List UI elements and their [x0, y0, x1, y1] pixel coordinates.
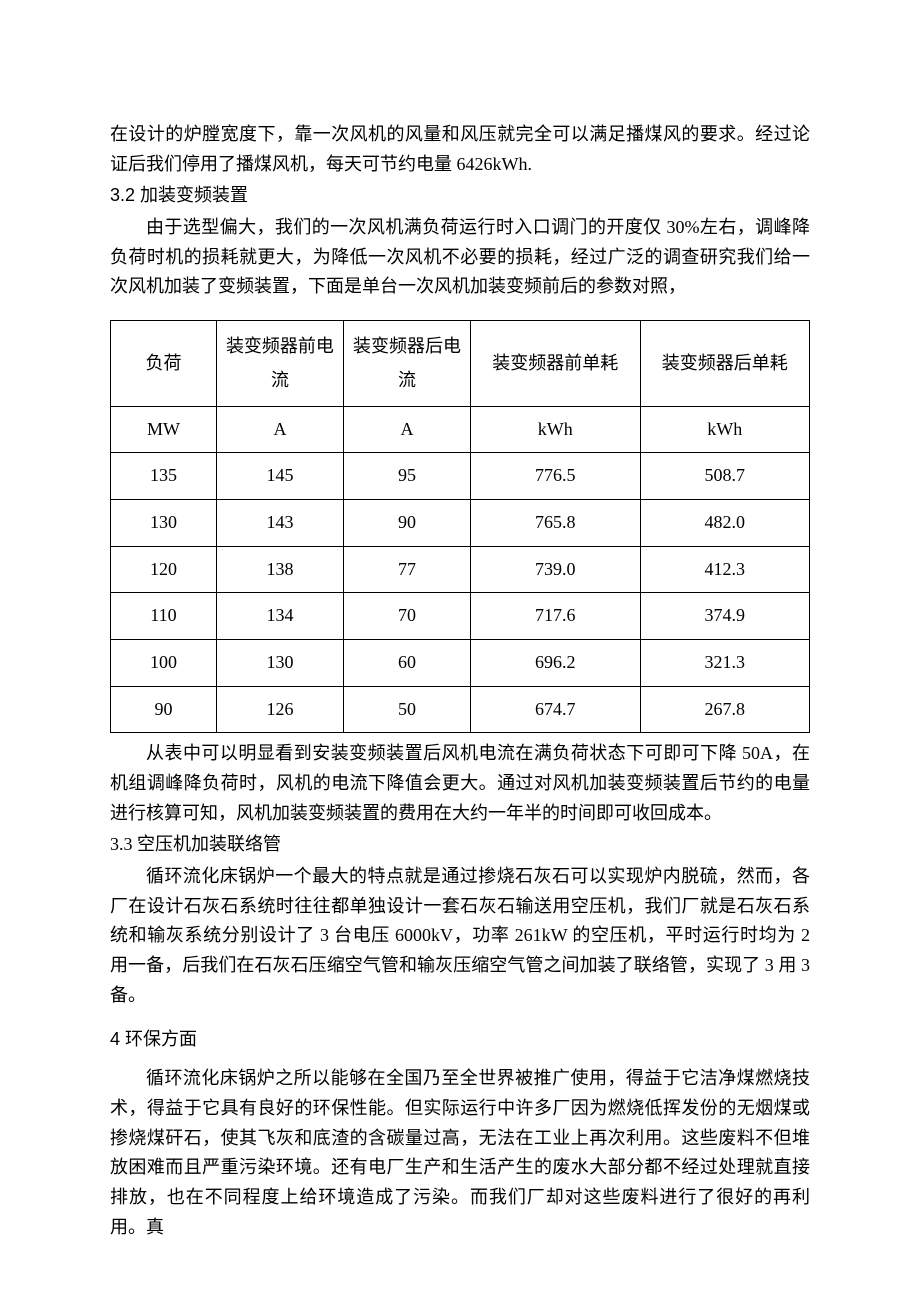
table-header-row: 负荷 装变频器前电流 装变频器后电流 装变频器前单耗 装变频器后单耗: [111, 321, 810, 406]
table-cell: 143: [216, 499, 343, 546]
paragraph-3-3: 循环流化床锅炉一个最大的特点就是通过掺烧石灰石可以实现炉内脱硫，然而，各厂在设计…: [110, 862, 810, 1010]
heading-3-2: 3.2 加装变频装置: [110, 181, 810, 211]
vfd-comparison-table: 负荷 装变频器前电流 装变频器后电流 装变频器前单耗 装变频器后单耗 MW A …: [110, 320, 810, 733]
table-cell: 110: [111, 593, 217, 640]
table-cell: 90: [343, 499, 470, 546]
table-cell: 138: [216, 546, 343, 593]
table-cell: 130: [111, 499, 217, 546]
table-cell: 374.9: [640, 593, 809, 640]
table-cell: 130: [216, 639, 343, 686]
table-cell: 765.8: [471, 499, 640, 546]
table-row: 13014390765.8482.0: [111, 499, 810, 546]
table-cell: 267.8: [640, 686, 809, 733]
table-cell: 717.6: [471, 593, 640, 640]
heading-4: 4 环保方面: [110, 1025, 810, 1055]
table-cell: 508.7: [640, 453, 809, 500]
table-cell: 696.2: [471, 639, 640, 686]
table-cell: 77: [343, 546, 470, 593]
table-unit-cell: A: [343, 406, 470, 453]
paragraph-4: 循环流化床锅炉之所以能够在全国乃至全世界被推广使用，得益于它洁净煤燃烧技术，得益…: [110, 1064, 810, 1242]
table-header-cell: 装变频器前电流: [216, 321, 343, 406]
heading-3-3: 3.3 空压机加装联络管: [110, 830, 810, 860]
paragraph-3-2: 由于选型偏大，我们的一次风机满负荷运行时入口调门的开度仅 30%左右，调峰降负荷…: [110, 213, 810, 302]
table-cell: 412.3: [640, 546, 809, 593]
table-cell: 126: [216, 686, 343, 733]
table-cell: 90: [111, 686, 217, 733]
table-cell: 739.0: [471, 546, 640, 593]
table-cell: 482.0: [640, 499, 809, 546]
table-unit-cell: kWh: [640, 406, 809, 453]
table-unit-cell: A: [216, 406, 343, 453]
document-page: 在设计的炉膛宽度下，靠一次风机的风量和风压就完全可以满足播煤风的要求。经过论证后…: [0, 0, 920, 1302]
table-header-cell: 装变频器后电流: [343, 321, 470, 406]
table-row: 10013060696.2321.3: [111, 639, 810, 686]
table-header-cell: 装变频器后单耗: [640, 321, 809, 406]
table-body: 13514595776.5508.713014390765.8482.01201…: [111, 453, 810, 733]
table-cell: 321.3: [640, 639, 809, 686]
table-cell: 50: [343, 686, 470, 733]
paragraph-intro: 在设计的炉膛宽度下，靠一次风机的风量和风压就完全可以满足播煤风的要求。经过论证后…: [110, 120, 810, 179]
table-cell: 60: [343, 639, 470, 686]
table-cell: 776.5: [471, 453, 640, 500]
table-unit-cell: kWh: [471, 406, 640, 453]
table-cell: 674.7: [471, 686, 640, 733]
table-row: 13514595776.5508.7: [111, 453, 810, 500]
table-cell: 120: [111, 546, 217, 593]
table-row: 12013877739.0412.3: [111, 546, 810, 593]
table-header-cell: 装变频器前单耗: [471, 321, 640, 406]
table-units-row: MW A A kWh kWh: [111, 406, 810, 453]
table-cell: 135: [111, 453, 217, 500]
table-row: 9012650674.7267.8: [111, 686, 810, 733]
table-cell: 145: [216, 453, 343, 500]
table-header-cell: 负荷: [111, 321, 217, 406]
table-cell: 95: [343, 453, 470, 500]
table-cell: 134: [216, 593, 343, 640]
table-cell: 100: [111, 639, 217, 686]
table-unit-cell: MW: [111, 406, 217, 453]
paragraph-after-table: 从表中可以明显看到安装变频装置后风机电流在满负荷状态下可即可下降 50A，在机组…: [110, 739, 810, 828]
table-cell: 70: [343, 593, 470, 640]
table-row: 11013470717.6374.9: [111, 593, 810, 640]
